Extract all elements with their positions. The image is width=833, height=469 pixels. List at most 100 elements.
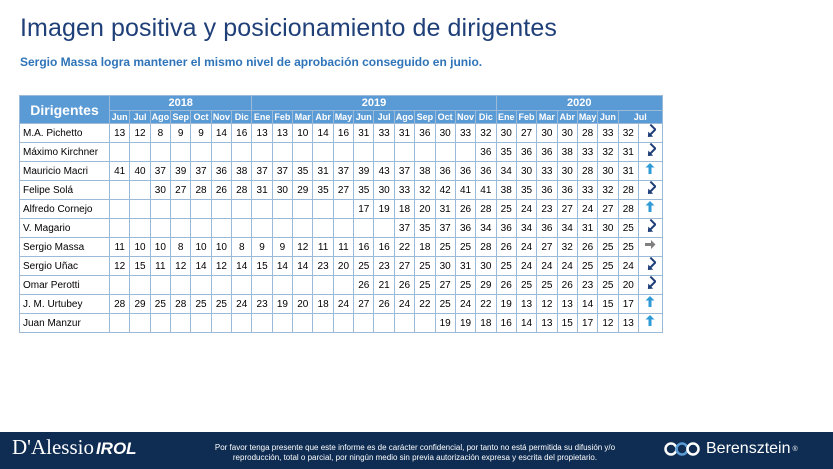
- rating-cell: [393, 142, 416, 162]
- rating-cell: [271, 199, 294, 219]
- rating-cell: 30: [149, 180, 172, 200]
- rating-cell: [292, 142, 314, 162]
- rating-cell: 32: [556, 237, 578, 257]
- rating-cell: 26: [373, 294, 395, 314]
- rating-cell: [108, 275, 131, 295]
- year-header: 2020: [495, 95, 663, 111]
- rating-cell: [170, 313, 192, 333]
- rating-cell: [108, 199, 131, 219]
- rating-cell: [190, 313, 212, 333]
- rating-cell: [332, 199, 355, 219]
- rating-cell: 11: [108, 237, 131, 257]
- rating-cell: 15: [251, 256, 273, 276]
- table-row: Juan Manzur 19 19 18 16 14 13 15 17 12 13: [19, 313, 663, 333]
- rating-cell: 37: [251, 161, 273, 181]
- rating-cell: 43: [373, 161, 395, 181]
- rating-cell: 12: [597, 313, 619, 333]
- trend-cell: [637, 237, 663, 257]
- rating-cell: [129, 218, 151, 238]
- dalessio-logo: D'Alessio IROL: [12, 435, 137, 460]
- row-name: J. M. Urtubey: [19, 294, 110, 314]
- table-row: Mauricio Macri 41 40 37 39 37 36 38 37 37 35 31 37 39…: [19, 161, 663, 181]
- rating-cell: 25: [597, 237, 619, 257]
- rating-cell: 24: [231, 294, 253, 314]
- rating-cell: 28: [617, 180, 639, 200]
- trend-cell: [637, 256, 663, 276]
- rating-cell: [108, 218, 131, 238]
- rating-cell: [393, 313, 416, 333]
- rating-cell: 20: [292, 294, 314, 314]
- rating-cell: 28: [170, 294, 192, 314]
- rating-cell: 28: [576, 161, 599, 181]
- rating-cell: [170, 218, 192, 238]
- month-header: Mar: [292, 110, 314, 124]
- rating-cell: 38: [231, 161, 253, 181]
- trend-cell: [637, 180, 663, 200]
- rating-cell: 35: [515, 180, 538, 200]
- rating-cell: 15: [129, 256, 151, 276]
- rating-cell: 38: [495, 180, 517, 200]
- rating-cell: 27: [556, 199, 578, 219]
- rating-cell: [454, 142, 477, 162]
- rating-cell: 24: [536, 256, 558, 276]
- rating-cell: 30: [597, 161, 619, 181]
- rating-cell: [190, 142, 212, 162]
- rating-cell: 11: [332, 237, 355, 257]
- rating-cell: 26: [495, 237, 517, 257]
- rating-cell: 37: [149, 161, 172, 181]
- month-header: Oct: [190, 110, 212, 124]
- rating-cell: 28: [190, 180, 212, 200]
- rating-cell: 30: [271, 180, 294, 200]
- rating-cell: 32: [414, 180, 436, 200]
- rating-cell: 35: [414, 218, 436, 238]
- ratings-table: Dirigentes 2018 2019 2020 Jun Jul Ago Sep Oct N…: [19, 95, 663, 333]
- table-row: Alfredo Cornejo 17 19 18 20 31 26 28 25 24 23 27 24 2…: [19, 199, 663, 219]
- trend-cell: [637, 142, 663, 162]
- rating-cell: 27: [332, 180, 355, 200]
- month-header: Jul: [129, 110, 151, 124]
- rating-cell: 22: [475, 294, 497, 314]
- rating-cell: [332, 275, 355, 295]
- rating-cell: [210, 313, 233, 333]
- trend-cell: [637, 218, 663, 238]
- rating-cell: 21: [373, 275, 395, 295]
- rating-cell: [149, 142, 172, 162]
- table-row: Máximo Kirchner 36 35 36 36 38 33 32 31: [19, 142, 663, 162]
- rating-cell: 24: [515, 237, 538, 257]
- rating-cell: 27: [515, 123, 538, 143]
- dalessio-logo-irol: IROL: [95, 439, 137, 458]
- month-header: Jun: [353, 110, 375, 124]
- rating-cell: 9: [190, 123, 212, 143]
- rating-cell: 36: [536, 218, 558, 238]
- rating-cell: 25: [597, 256, 619, 276]
- rating-cell: 24: [515, 256, 538, 276]
- arrow-up-icon: [644, 295, 656, 308]
- rating-cell: 28: [108, 294, 131, 314]
- rating-cell: 29: [129, 294, 151, 314]
- rating-cell: 15: [597, 294, 619, 314]
- rating-cell: [129, 142, 151, 162]
- rating-cell: 13: [556, 294, 578, 314]
- rating-cell: 35: [353, 180, 375, 200]
- rating-cell: 36: [454, 161, 477, 181]
- rating-cell: 36: [536, 180, 558, 200]
- rating-cell: 33: [536, 161, 558, 181]
- table-row: Sergio Massa 11 10 10 8 10 10 8 9 9 12 11 11 16 16 22 18…: [19, 237, 663, 257]
- rating-cell: 16: [495, 313, 517, 333]
- rating-cell: 13: [251, 123, 273, 143]
- rating-cell: 25: [414, 275, 436, 295]
- rating-cell: 26: [210, 180, 233, 200]
- berensztein-logo-text: Berensztein: [706, 440, 791, 457]
- rating-cell: [149, 218, 172, 238]
- rating-cell: [353, 218, 375, 238]
- rating-cell: [190, 275, 212, 295]
- rating-cell: 18: [312, 294, 334, 314]
- rating-cell: [190, 199, 212, 219]
- page-title: Imagen positiva y posicionamiento de dir…: [20, 14, 557, 42]
- rating-cell: 19: [271, 294, 294, 314]
- rating-cell: [292, 218, 314, 238]
- rating-cell: 28: [231, 180, 253, 200]
- arrow-up-icon: [644, 200, 656, 213]
- rating-cell: [210, 218, 233, 238]
- rating-cell: 19: [495, 294, 517, 314]
